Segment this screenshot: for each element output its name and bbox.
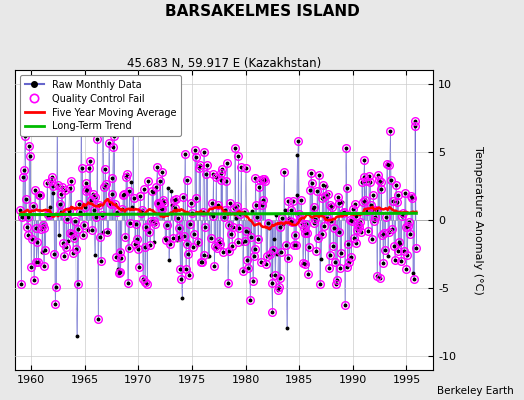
Text: BARSAKELMES ISLAND: BARSAKELMES ISLAND [165, 4, 359, 19]
Title: 45.683 N, 59.917 E (Kazakhstan): 45.683 N, 59.917 E (Kazakhstan) [127, 57, 321, 70]
Legend: Raw Monthly Data, Quality Control Fail, Five Year Moving Average, Long-Term Tren: Raw Monthly Data, Quality Control Fail, … [20, 75, 181, 136]
Y-axis label: Temperature Anomaly (°C): Temperature Anomaly (°C) [473, 146, 483, 294]
Text: Berkeley Earth: Berkeley Earth [437, 386, 514, 396]
